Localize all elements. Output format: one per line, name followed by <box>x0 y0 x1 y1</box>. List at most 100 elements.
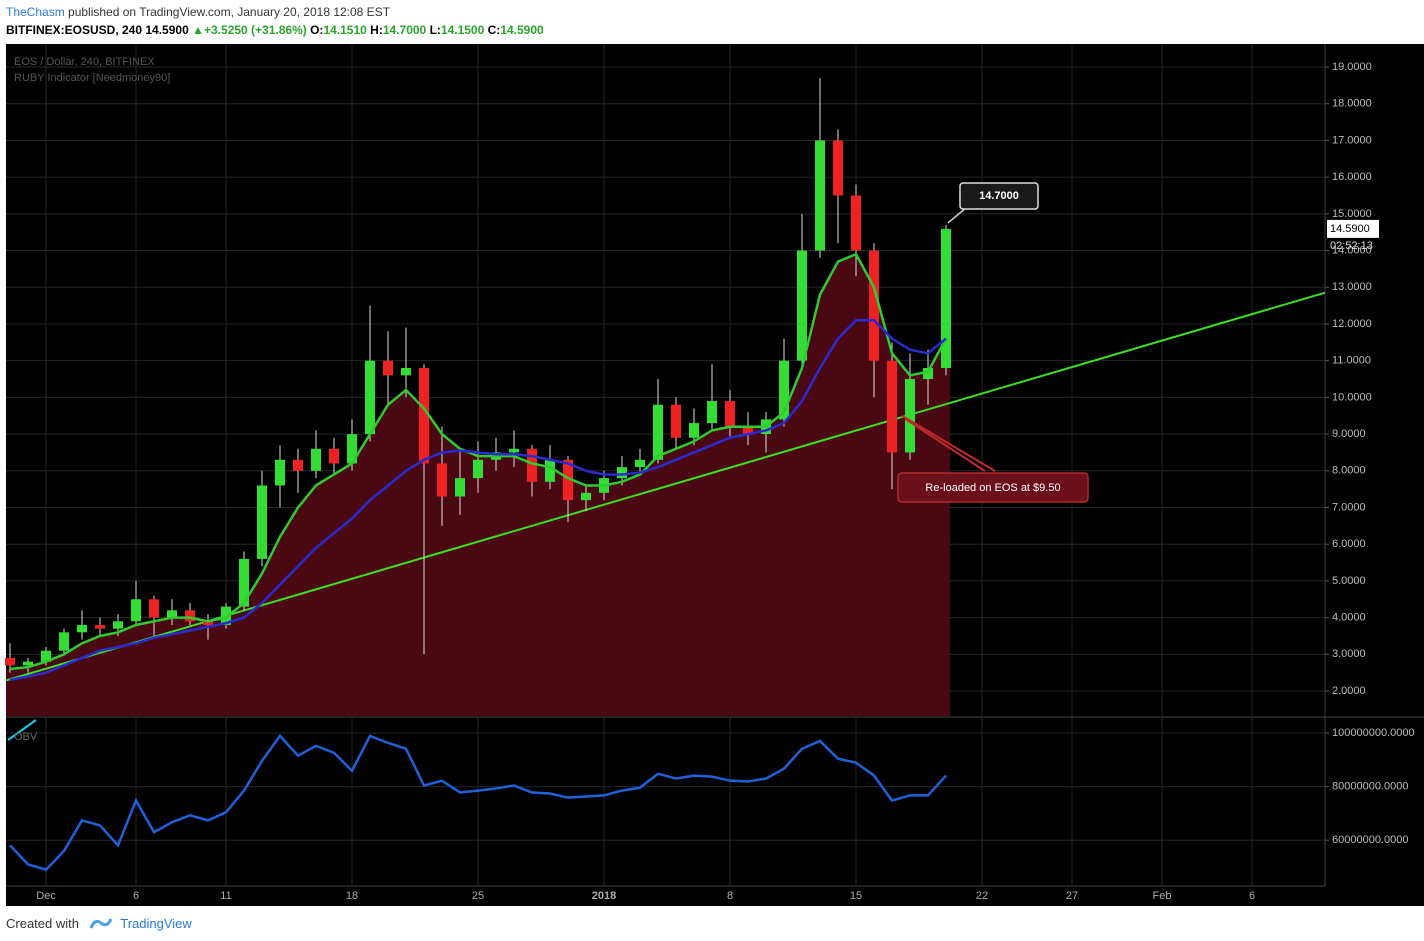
price-marker <box>1327 219 1379 238</box>
candle-body <box>221 606 231 625</box>
created: Created with <box>6 916 79 931</box>
header-line: TheChasm published on TradingView.com, J… <box>6 3 544 21</box>
note-pointer <box>904 417 986 472</box>
y-tick-label: 6.0000 <box>1332 538 1366 550</box>
candle-body <box>113 621 123 629</box>
callout-label: 14.7000 <box>979 190 1019 202</box>
callout-pointer <box>947 207 967 224</box>
candle-body <box>545 459 555 482</box>
candle-body <box>833 140 843 196</box>
price-timer: 02:52:13 <box>1330 240 1373 252</box>
y-tick-label: 13.0000 <box>1332 281 1372 293</box>
obv-decor <box>7 719 37 741</box>
o: 14.1510 <box>323 23 367 37</box>
obv-line <box>9 733 947 872</box>
note-box <box>897 472 1089 503</box>
y-tick-label: 2.0000 <box>1332 685 1366 697</box>
candle-body <box>689 423 699 438</box>
l: 14.1500 <box>440 23 485 37</box>
candle-body <box>293 459 303 471</box>
y-tick-label: 10.0000 <box>1332 391 1372 403</box>
change: +3.5250 (+31.86%) <box>204 23 307 37</box>
y-tick-label: 80000000.0000 <box>1332 780 1408 792</box>
x-tick-label: 6 <box>133 890 139 902</box>
candle-body <box>95 624 105 629</box>
candle-body <box>401 368 411 376</box>
candle-body <box>59 632 69 651</box>
x-tick-label: 11 <box>220 890 231 902</box>
y-tick-label: 60000000.0000 <box>1332 834 1408 846</box>
logo <box>89 918 112 929</box>
l-label: L: <box>429 23 441 37</box>
y-tick-label: 15.0000 <box>1332 208 1372 220</box>
y-tick-label: 11.0000 <box>1332 355 1371 367</box>
candle-body <box>131 599 141 622</box>
candle-body <box>383 360 393 376</box>
candle-body <box>815 140 825 251</box>
callout-box <box>959 182 1039 210</box>
candle-body <box>905 379 915 453</box>
obv-title: OBV <box>14 731 38 743</box>
note-pointer <box>901 414 996 472</box>
symbol: BITFINEX:EOSUSD, 240 <box>6 23 143 37</box>
candle-body <box>671 404 681 438</box>
candle-body <box>941 228 951 369</box>
note-text: Re-loaded on EOS at $9.50 <box>925 482 1060 494</box>
y-tick-label: 18.0000 <box>1332 98 1372 110</box>
indicator-name: RUBY Indicator [Needmoney90] <box>14 72 170 84</box>
c: 14.5900 <box>500 23 544 37</box>
candle-body <box>635 459 645 468</box>
candle-body <box>779 360 789 420</box>
arrow: ▲ <box>192 23 204 37</box>
candle-body <box>347 434 357 464</box>
symbol-line: BITFINEX:EOSUSD, 240 14.5900 ▲+3.5250 (+… <box>6 21 544 39</box>
y-tick-label: 12.0000 <box>1332 318 1372 330</box>
moving-average <box>9 252 948 671</box>
x-tick-label: 22 <box>976 890 988 902</box>
y-tick-label: 19.0000 <box>1332 61 1372 73</box>
h-label: H: <box>370 23 383 37</box>
candle-body <box>455 478 465 497</box>
candle-body <box>887 360 897 453</box>
brand[interactable]: TradingView <box>120 916 192 931</box>
candle-body <box>509 448 519 453</box>
author[interactable]: TheChasm <box>6 5 65 19</box>
candle-body <box>311 448 321 471</box>
y-tick-label: 16.0000 <box>1332 171 1372 183</box>
candle-body <box>617 467 627 479</box>
price-marker-label: 14.5900 <box>1330 223 1370 235</box>
candle-body <box>77 624 87 633</box>
candle-body <box>581 492 591 501</box>
candle-body <box>149 599 159 618</box>
candle-body <box>23 661 33 666</box>
candle-body <box>365 360 375 435</box>
plot <box>5 78 1326 872</box>
chart-title: EOS / Dollar, 240, BITFINEX <box>14 56 155 68</box>
candle-body <box>527 448 537 482</box>
candle-body <box>869 250 879 361</box>
y-tick-label: 5.0000 <box>1332 575 1366 587</box>
candle-body <box>167 610 177 618</box>
x-tick-label: 6 <box>1249 890 1255 902</box>
published: published on TradingView.com, January 20… <box>68 5 391 19</box>
x-tick-label: Feb <box>1153 890 1172 902</box>
candle-body <box>923 368 933 380</box>
y-tick-label: 100000000.0000 <box>1332 727 1415 739</box>
candle-body <box>473 459 483 479</box>
candle-body <box>5 658 15 666</box>
x-tick-label: 8 <box>727 890 733 902</box>
y-tick-label: 8.0000 <box>1332 465 1366 477</box>
candle-body <box>275 459 285 486</box>
x-tick-label: Dec <box>36 890 56 902</box>
x-tick-label: 2018 <box>592 890 616 902</box>
y-tick-label: 4.0000 <box>1332 612 1366 624</box>
candle-body <box>563 459 573 501</box>
candle-body <box>41 650 51 662</box>
footer: Created with TradingView <box>6 914 192 931</box>
candle-body <box>707 401 717 424</box>
h: 14.7000 <box>382 23 427 37</box>
candle-body <box>239 558 249 607</box>
y-tick-label: 7.0000 <box>1332 501 1366 513</box>
